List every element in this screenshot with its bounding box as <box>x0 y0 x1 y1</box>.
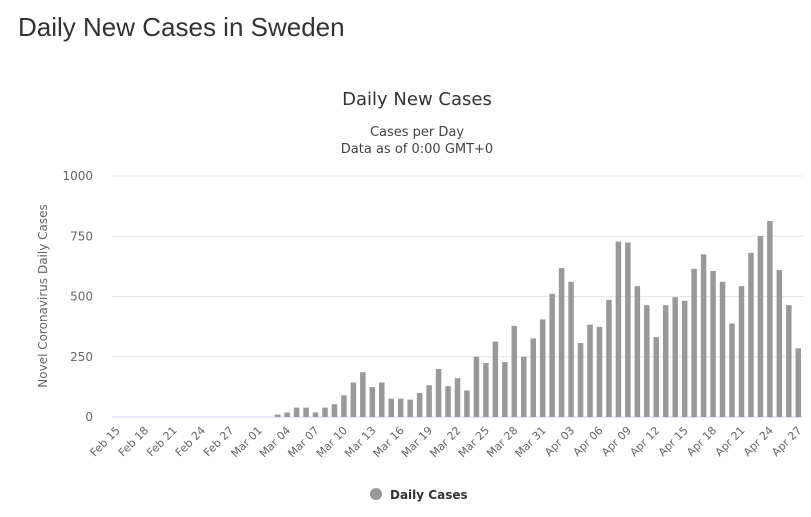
x-tick-label: Feb 15 <box>88 424 123 459</box>
bar[interactable] <box>606 299 612 417</box>
bar[interactable] <box>331 404 338 417</box>
chart-subtitle-1: Cases per Day <box>370 125 464 140</box>
bar[interactable] <box>662 305 669 417</box>
bar[interactable] <box>322 407 328 417</box>
x-tick-label: Apr 09 <box>599 424 634 459</box>
bar[interactable] <box>492 341 499 417</box>
x-tick-label: Apr 27 <box>769 424 804 459</box>
bar[interactable] <box>587 324 593 417</box>
bar[interactable] <box>596 326 603 417</box>
x-tick-label: Mar 31 <box>513 424 549 460</box>
bar[interactable] <box>369 387 376 417</box>
x-tick-label: Feb 18 <box>116 424 151 459</box>
bar[interactable] <box>615 241 622 417</box>
bar[interactable] <box>776 269 783 417</box>
bar[interactable] <box>303 407 309 417</box>
bar[interactable] <box>502 362 508 417</box>
bar[interactable] <box>748 252 754 417</box>
bar[interactable] <box>350 382 357 417</box>
bar[interactable] <box>379 382 385 417</box>
bar[interactable] <box>729 323 735 417</box>
bar[interactable] <box>672 297 678 417</box>
legend-marker <box>370 488 382 500</box>
legend-label[interactable]: Daily Cases <box>390 488 468 502</box>
bar[interactable] <box>407 399 413 417</box>
bar[interactable] <box>445 386 451 417</box>
legend[interactable]: Daily Cases <box>370 488 468 502</box>
bar[interactable] <box>653 336 660 417</box>
bar[interactable] <box>473 356 480 417</box>
bar[interactable] <box>416 392 423 417</box>
bar[interactable] <box>558 268 565 417</box>
y-tick-label: 0 <box>85 410 93 424</box>
bar[interactable] <box>738 286 745 417</box>
bar[interactable] <box>795 348 802 417</box>
bar[interactable] <box>397 398 404 417</box>
bar[interactable] <box>274 414 281 417</box>
bar[interactable] <box>435 369 442 417</box>
bar[interactable] <box>549 293 555 417</box>
y-tick-label: 750 <box>70 229 93 243</box>
y-tick-label: 250 <box>70 350 93 364</box>
bar[interactable] <box>539 319 546 417</box>
bar[interactable] <box>644 305 650 417</box>
bar[interactable] <box>757 236 764 417</box>
bar[interactable] <box>681 300 688 417</box>
bar[interactable] <box>483 363 489 417</box>
bar[interactable] <box>454 378 461 417</box>
bar[interactable] <box>719 281 726 417</box>
x-tick-label: Apr 03 <box>542 424 577 459</box>
x-tick-label: Apr 18 <box>684 424 719 459</box>
bar[interactable] <box>568 281 574 417</box>
page-title: Daily New Cases in Sweden <box>18 12 345 42</box>
x-tick-label: Apr 21 <box>713 424 748 459</box>
bar[interactable] <box>511 325 518 417</box>
x-tick-label: Feb 24 <box>173 424 208 459</box>
x-tick-label: Apr 12 <box>627 424 662 459</box>
bar[interactable] <box>360 372 366 417</box>
chart-subtitle-2: Data as of 0:00 GMT+0 <box>341 142 493 157</box>
bar[interactable] <box>284 412 290 417</box>
x-tick-label: Apr 06 <box>571 424 606 459</box>
x-tick-label: Apr 24 <box>741 424 776 459</box>
bar[interactable] <box>710 270 716 417</box>
x-tick-label: Apr 15 <box>656 424 691 459</box>
bar[interactable] <box>691 268 697 417</box>
bar[interactable] <box>786 305 792 417</box>
bar[interactable] <box>577 343 584 417</box>
bar[interactable] <box>700 254 707 417</box>
x-tick-label: Feb 21 <box>144 424 179 459</box>
bar[interactable] <box>530 338 536 417</box>
y-tick-label: 500 <box>70 290 93 304</box>
bar[interactable] <box>634 286 641 417</box>
chart-title: Daily New Cases <box>342 89 492 110</box>
y-axis-title: Novel Coronavirus Daily Cases <box>36 204 50 387</box>
bar[interactable] <box>293 407 300 417</box>
y-tick-label: 1000 <box>62 169 93 183</box>
bar[interactable] <box>625 242 631 417</box>
bar[interactable] <box>767 221 773 417</box>
bar[interactable] <box>426 385 432 417</box>
bar[interactable] <box>388 398 394 417</box>
bar[interactable] <box>464 390 470 417</box>
bar[interactable] <box>521 356 527 417</box>
bar[interactable] <box>312 412 319 417</box>
bar[interactable] <box>341 395 347 417</box>
